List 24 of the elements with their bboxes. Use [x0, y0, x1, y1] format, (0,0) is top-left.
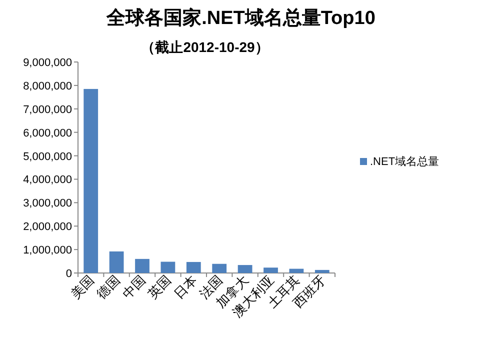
- bar: [264, 268, 278, 273]
- chart-subtitle: （截止2012-10-29）: [141, 39, 269, 55]
- y-tick-label: 3,000,000: [23, 198, 72, 210]
- y-tick-label: 9,000,000: [23, 57, 72, 69]
- y-tick-label: 1,000,000: [23, 244, 72, 257]
- y-tick-label: 0: [66, 268, 72, 280]
- bar: [212, 264, 227, 273]
- bar: [186, 262, 201, 273]
- y-tick-label: 2,000,000: [23, 221, 72, 234]
- y-tick-label: 4,000,000: [23, 174, 72, 186]
- bar: [84, 88, 98, 273]
- bar: [135, 258, 150, 273]
- x-tick-label: 德国: [94, 272, 123, 302]
- bar: [314, 270, 330, 273]
- y-tick-label: 7,000,000: [23, 104, 72, 116]
- y-tick-label: 8,000,000: [23, 80, 72, 92]
- bar: [238, 265, 252, 273]
- bar: [109, 251, 124, 273]
- legend-label: .NET域名总量: [370, 155, 440, 168]
- bar: [289, 268, 304, 273]
- chart-title: 全球各国家.NET域名总量Top10: [106, 7, 376, 29]
- y-tick-label: 5,000,000: [23, 150, 72, 163]
- y-tick-label: 6,000,000: [23, 127, 72, 140]
- bar: [160, 262, 176, 273]
